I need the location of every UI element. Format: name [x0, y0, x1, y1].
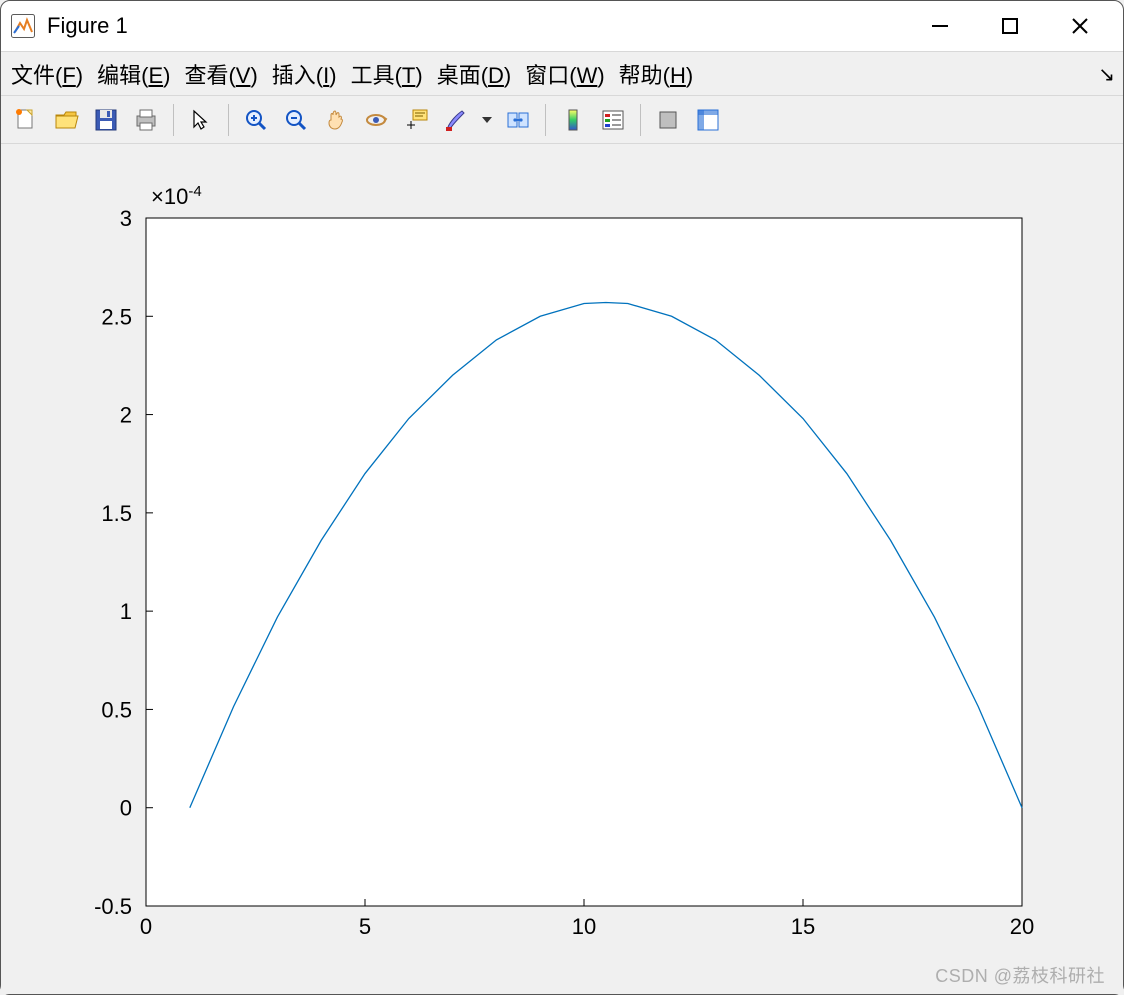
xtick-label: 20 [1010, 914, 1034, 939]
ytick-label: 0.5 [101, 697, 132, 722]
save-file-icon[interactable] [89, 103, 123, 137]
rotate-3d-icon[interactable] [359, 103, 393, 137]
menu-item-e[interactable]: 编辑(E) [97, 58, 170, 90]
open-file-icon[interactable] [49, 103, 83, 137]
matlab-icon [11, 14, 35, 38]
pan-icon[interactable] [319, 103, 353, 137]
xtick-label: 5 [359, 914, 371, 939]
window-controls [925, 11, 1095, 41]
brush-icon[interactable] [439, 103, 473, 137]
ytick-label: 2.5 [101, 304, 132, 329]
zoom-out-icon[interactable] [279, 103, 313, 137]
menu-item-w[interactable]: 窗口(W) [525, 58, 604, 90]
y-exponent-label: ×10-4 [151, 183, 202, 210]
menu-item-h[interactable]: 帮助(H) [619, 58, 694, 90]
legend-icon[interactable] [596, 103, 630, 137]
xtick-label: 15 [791, 914, 815, 939]
xtick-label: 10 [572, 914, 596, 939]
ytick-label: 1 [120, 599, 132, 624]
figure-window: Figure 1 文件(F) 编辑(E) 查看(V) 插入(I) 工具(T) 桌面(D) 窗… [0, 0, 1124, 995]
dock-arrow-icon[interactable]: ↘ [1098, 62, 1115, 87]
toolbar-separator [173, 104, 174, 136]
zoom-in-icon[interactable] [239, 103, 273, 137]
menu-item-t[interactable]: 工具(T) [351, 58, 423, 90]
menu-item-v[interactable]: 查看(V) [184, 58, 257, 90]
figure-area: 0 5 10 15 20 -0.5 0 0.5 1 1.5 2 2.5 3 ×10-4 CSDN @荔枝科… [1, 144, 1123, 994]
link-data-icon[interactable] [501, 103, 535, 137]
close-button[interactable] [1065, 11, 1095, 41]
titlebar: Figure 1 [1, 1, 1123, 51]
xtick-label: 0 [140, 914, 152, 939]
watermark: CSDN @荔枝科研社 [935, 962, 1105, 988]
toolbar-separator [545, 104, 546, 136]
ytick-label: -0.5 [94, 894, 132, 919]
menu-item-i[interactable]: 插入(I) [272, 58, 337, 90]
menubar: 文件(F) 编辑(E) 查看(V) 插入(I) 工具(T) 桌面(D) 窗口(W) 帮助(H)… [1, 51, 1123, 96]
menu-item-f[interactable]: 文件(F) [11, 58, 83, 90]
hide-plot-tools-icon[interactable] [651, 103, 685, 137]
toolbar-separator [228, 104, 229, 136]
colorbar-icon[interactable] [556, 103, 590, 137]
plot-canvas[interactable]: 0 5 10 15 20 -0.5 0 0.5 1 1.5 2 2.5 3 ×10-4 [1, 144, 1123, 994]
toolbar [1, 96, 1123, 144]
ytick-label: 3 [120, 206, 132, 231]
ytick-label: 0 [120, 796, 132, 821]
data-cursor-icon[interactable] [399, 103, 433, 137]
minimize-button[interactable] [925, 11, 955, 41]
dropdown-arrow-icon[interactable] [479, 103, 495, 137]
show-plot-tools-icon[interactable] [691, 103, 725, 137]
axes-box [146, 218, 1022, 906]
print-icon[interactable] [129, 103, 163, 137]
ytick-label: 2 [120, 403, 132, 428]
window-title: Figure 1 [47, 13, 925, 39]
new-file-icon[interactable] [9, 103, 43, 137]
menu-item-d[interactable]: 桌面(D) [437, 58, 512, 90]
maximize-button[interactable] [995, 11, 1025, 41]
pointer-icon[interactable] [184, 103, 218, 137]
toolbar-separator [640, 104, 641, 136]
ytick-label: 1.5 [101, 501, 132, 526]
